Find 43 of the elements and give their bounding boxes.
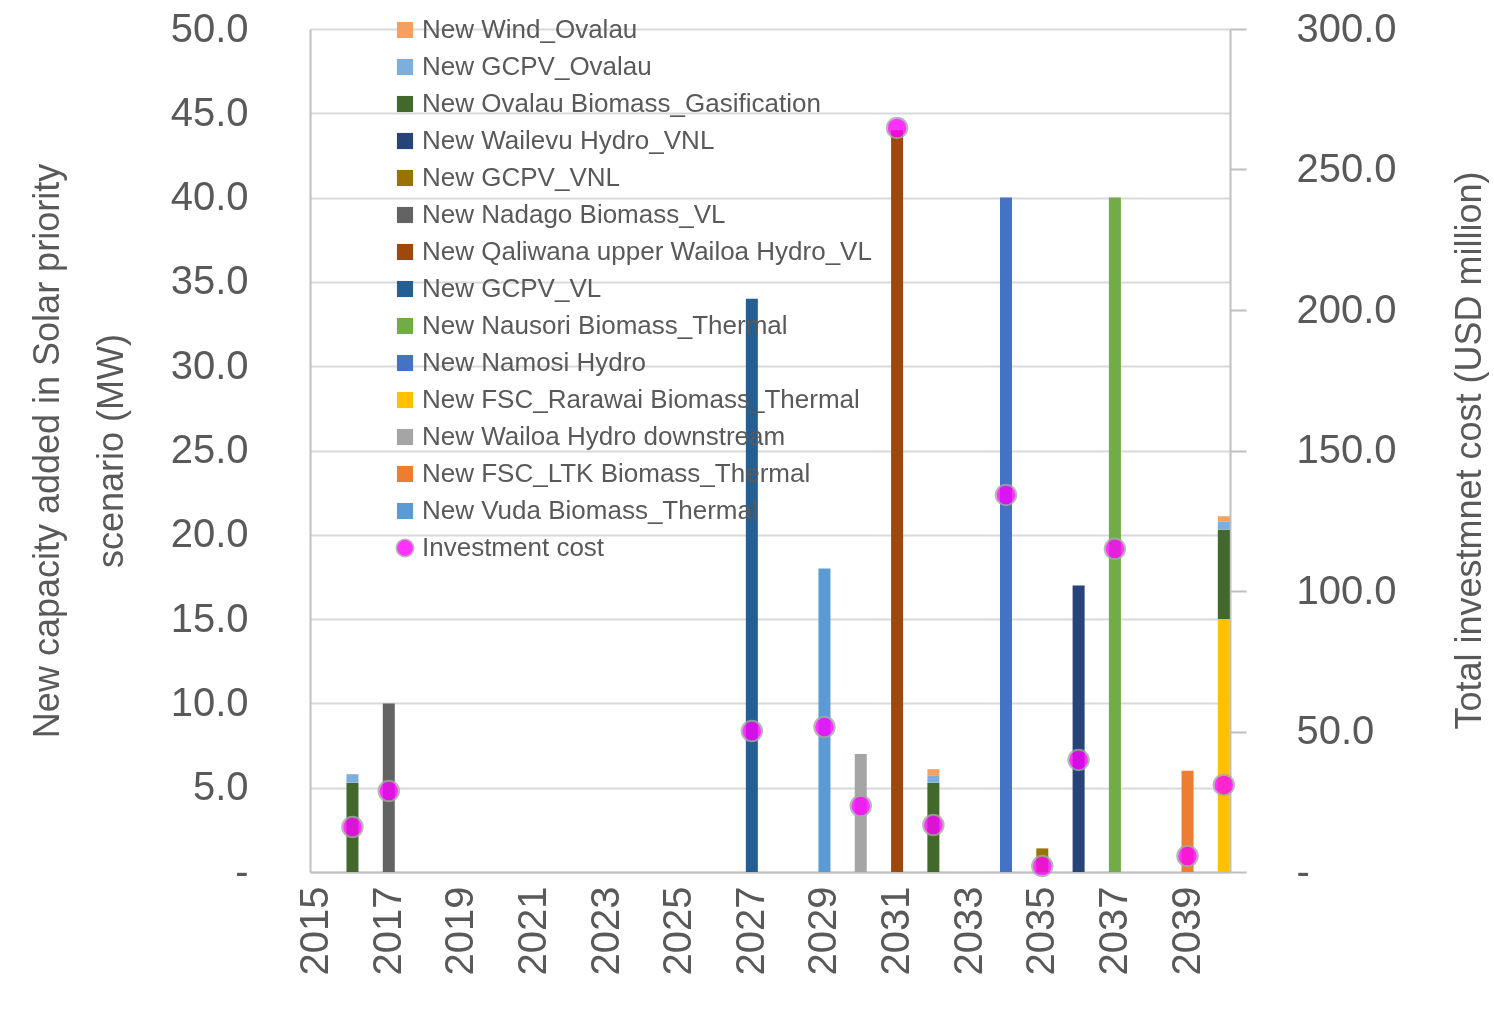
y-tick-label: - [235, 848, 249, 893]
x-tick-label: 2017 [364, 886, 409, 976]
y2-tick-label: 50.0 [1296, 708, 1375, 752]
y-tick-label: 20.0 [170, 511, 249, 556]
x-tick-label: 2023 [582, 886, 627, 976]
x-tick-label: 2037 [1090, 886, 1135, 976]
legend-label: New Wailevu Hydro_VNL [422, 125, 715, 155]
y2-tick-label: - [1296, 848, 1310, 893]
legend-label: New GCPV_VNL [422, 162, 620, 192]
y-tick-label: 5.0 [192, 764, 249, 809]
legend-label: New GCPV_Ovalau [422, 51, 652, 81]
y-tick-label: 25.0 [170, 427, 249, 471]
y-tick-label: 10.0 [170, 679, 249, 724]
x-tick-label: 2035 [1018, 886, 1063, 976]
legend-label: New Namosi Hydro [422, 347, 646, 377]
y2-tick-label: 150.0 [1296, 427, 1397, 471]
y2-tick-label: 200.0 [1296, 286, 1397, 331]
y2-tick-label: 300.0 [1296, 5, 1397, 50]
x-tick-label: 2015 [292, 886, 337, 976]
y-axis-title: New capacity added in Solar priority scenario (MW) [25, 163, 131, 739]
legend-label: New Wind_Ovalau [422, 14, 638, 44]
legend-label: Investment cost [422, 532, 605, 562]
legend-label: New Qaliwana upper Wailoa Hydro_VL [422, 236, 872, 266]
x-tick-label: 2027 [727, 886, 772, 976]
legend-label: New Ovalau Biomass_Gasification [422, 88, 821, 118]
y-tick-label: 15.0 [170, 595, 249, 640]
x-tick-label: 2031 [873, 886, 918, 976]
legend-label: New Nadago Biomass_VL [422, 199, 726, 229]
x-tick-label: 2039 [1163, 886, 1208, 976]
x-tick-label: 2029 [800, 886, 845, 976]
y2-axis-title: Total investmnet cost (USD million) [1447, 171, 1489, 730]
x-tick-label: 2033 [945, 886, 990, 976]
x-tick-label: 2025 [655, 886, 700, 976]
y-tick-label: 30.0 [170, 342, 249, 387]
y2-tick-label: 100.0 [1296, 567, 1397, 612]
y-tick-label: 40.0 [170, 174, 249, 219]
y2-tick-label: 250.0 [1296, 146, 1397, 190]
y-tick-label: 35.0 [170, 258, 249, 303]
x-tick-label: 2019 [437, 886, 482, 976]
y-tick-label: 50.0 [170, 5, 249, 50]
y-tick-label: 45.0 [170, 89, 249, 134]
x-tick-label: 2021 [510, 886, 555, 976]
legend-label: New GCPV_VL [422, 273, 602, 303]
